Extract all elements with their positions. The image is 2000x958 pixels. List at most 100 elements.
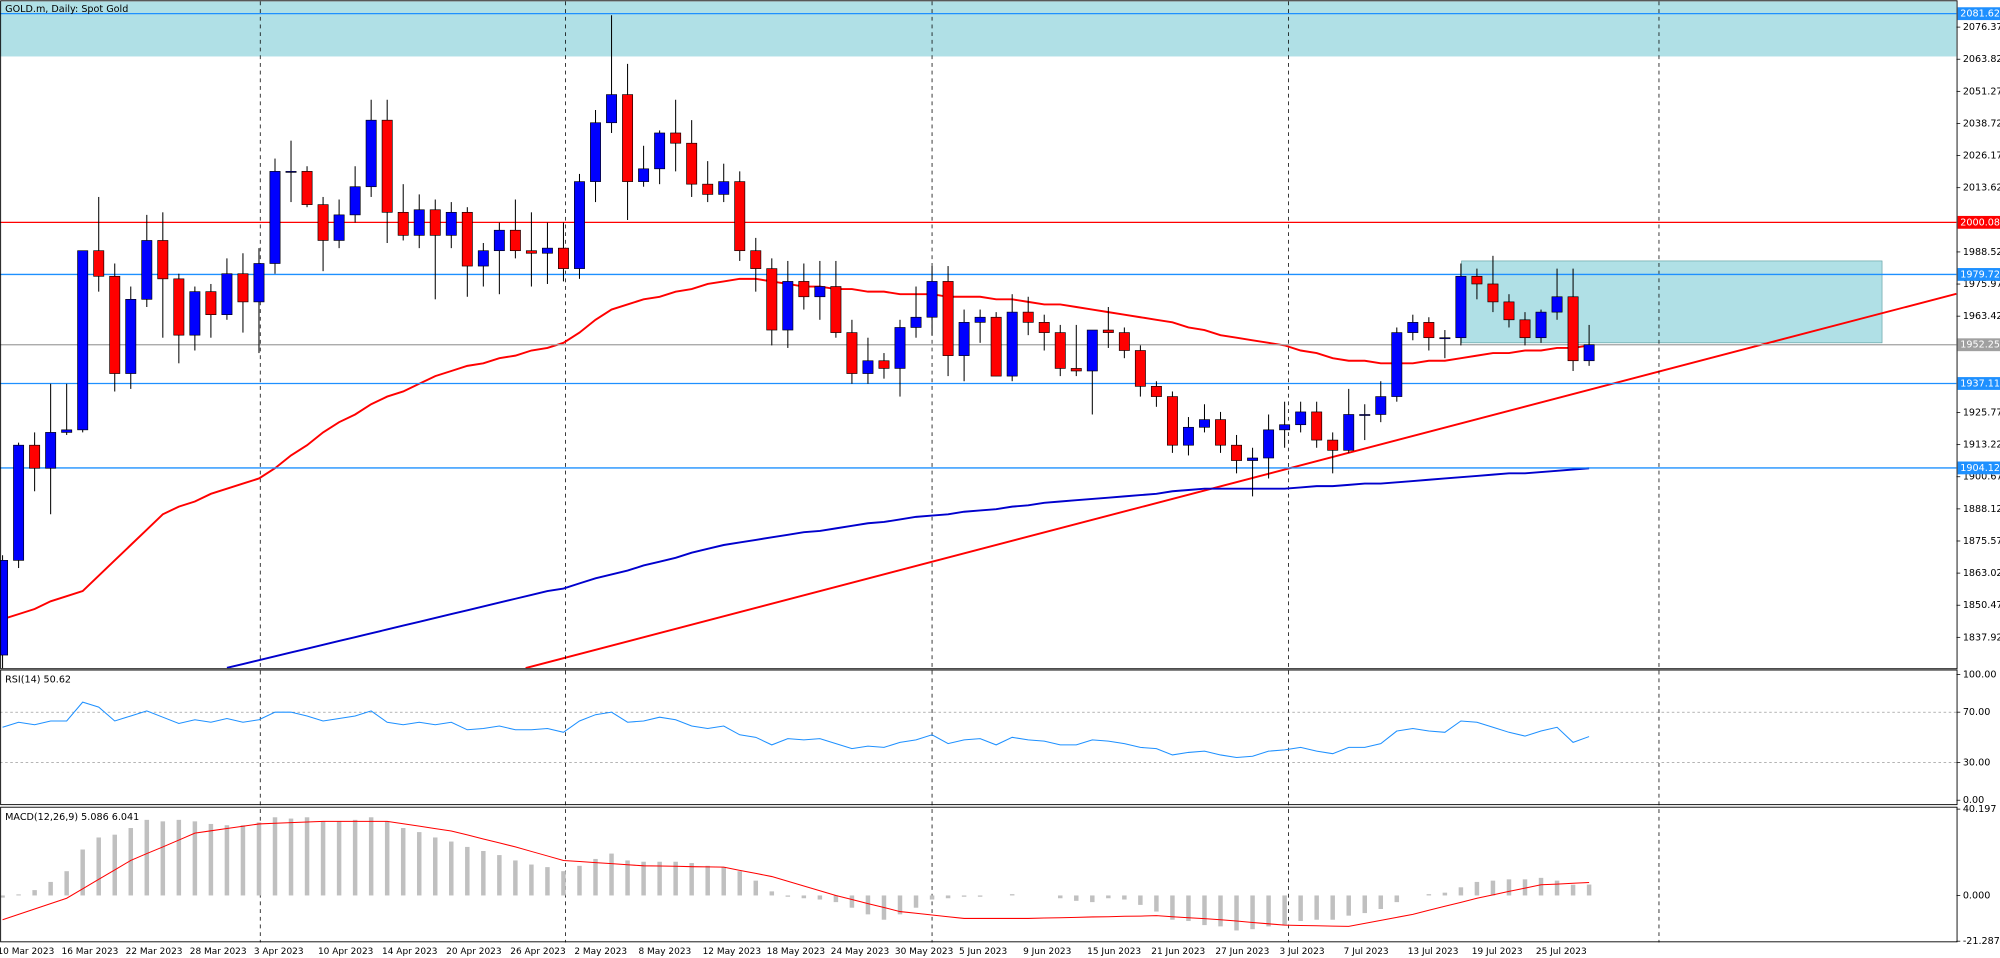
candle-body xyxy=(1150,386,1162,397)
candle-body xyxy=(157,240,169,280)
candle-body xyxy=(1583,344,1595,362)
histogram-bar xyxy=(1346,895,1351,916)
histogram-bar xyxy=(1522,879,1528,896)
candle-body xyxy=(622,94,634,182)
frames xyxy=(0,0,1958,943)
histogram-bar xyxy=(721,867,726,896)
histogram-bar xyxy=(1458,887,1464,896)
candle-body xyxy=(1199,419,1210,428)
candle-body xyxy=(1391,332,1403,397)
histogram-bar xyxy=(1234,895,1239,931)
candle-body xyxy=(942,281,954,356)
candle-body xyxy=(317,204,329,241)
candle-body xyxy=(93,250,105,277)
candle-body xyxy=(1134,350,1146,387)
x-tick-label: 5 Jun 2023 xyxy=(959,947,1007,957)
candle-body xyxy=(1038,322,1050,333)
candle-body xyxy=(974,316,986,323)
candle-body xyxy=(1231,444,1242,461)
candle-body xyxy=(766,268,778,331)
histogram-bar xyxy=(737,871,742,896)
level-label: 2081.62 xyxy=(1960,9,2000,20)
y-tick-label: 1963.42 xyxy=(1963,311,2000,322)
candle-body xyxy=(1343,414,1355,451)
candle-body xyxy=(798,281,810,298)
candle-body xyxy=(1086,329,1098,372)
x-tick-label: 27 Jun 2023 xyxy=(1215,947,1269,957)
y-tick-label: 1988.52 xyxy=(1963,247,2000,258)
histogram-bar xyxy=(817,895,823,900)
candle-body xyxy=(45,432,57,469)
candle-body xyxy=(461,211,473,267)
level-tag xyxy=(1957,7,2000,21)
candle-body xyxy=(862,360,874,374)
candle-body xyxy=(397,211,409,236)
candle-body xyxy=(29,444,41,469)
candle-body xyxy=(253,263,265,303)
y-tick-label: 2038.72 xyxy=(1963,118,2000,129)
histogram-bar xyxy=(1009,894,1015,896)
histogram-bar xyxy=(1138,895,1143,905)
candle-body xyxy=(1215,419,1226,446)
y-tick-label: 1875.57 xyxy=(1963,536,2000,547)
trend-line xyxy=(525,292,1957,669)
candle-body xyxy=(894,327,906,369)
candle-body xyxy=(173,278,185,336)
histogram-bar xyxy=(1506,879,1512,896)
candle-body xyxy=(285,171,297,173)
x-tick-label: 28 Mar 2023 xyxy=(190,947,247,957)
histogram-bar xyxy=(384,821,390,896)
candle-body xyxy=(702,183,714,195)
candle-body xyxy=(1247,457,1259,461)
candle-body xyxy=(590,122,601,182)
macd-title: MACD(12,26,9) 5.086 6.041 xyxy=(5,812,139,823)
y-tick-label: 2013.62 xyxy=(1963,183,2000,194)
candle-body xyxy=(13,444,25,561)
y-tick-label: 2063.82 xyxy=(1963,54,2000,65)
x-tick-label: 15 Jun 2023 xyxy=(1087,947,1141,957)
x-tick-label: 10 Apr 2023 xyxy=(318,947,373,957)
histogram-bar xyxy=(1538,877,1544,896)
histogram-bar xyxy=(48,881,53,896)
histogram-bar xyxy=(176,819,182,896)
y-tick-label: 70.00 xyxy=(1963,707,1991,718)
candle-body xyxy=(1375,396,1387,415)
histogram-bar xyxy=(769,891,775,896)
candle-body xyxy=(61,429,73,433)
level-tag xyxy=(1957,461,2000,475)
x-tick-label: 20 Apr 2023 xyxy=(446,947,501,957)
candle-body xyxy=(1423,322,1435,339)
macd-frame xyxy=(0,806,1958,943)
candle-body xyxy=(574,181,585,269)
histogram-bar xyxy=(849,895,855,908)
histogram-bar xyxy=(192,821,198,896)
histogram-bar xyxy=(865,895,871,915)
candle-body xyxy=(606,94,617,124)
histogram-bar xyxy=(705,865,710,896)
candle-body xyxy=(830,286,842,333)
histogram-bar xyxy=(1186,895,1191,922)
candle-body xyxy=(525,250,537,254)
candle-body xyxy=(1311,411,1323,441)
x-tick-label: 3 Jul 2023 xyxy=(1279,947,1324,957)
candle-body xyxy=(878,360,890,369)
histogram-bar xyxy=(0,895,5,898)
histogram-bar xyxy=(96,837,101,896)
histogram-bar xyxy=(961,895,967,897)
candle-body xyxy=(237,273,249,303)
candle-body xyxy=(670,132,682,144)
x-tick-label: 14 Apr 2023 xyxy=(382,947,437,957)
candle-body xyxy=(1407,322,1419,333)
candle-body xyxy=(77,250,89,431)
y-tick-label: 1837.92 xyxy=(1963,632,2000,643)
candle-body xyxy=(349,186,361,216)
rsi-value: 50.62 xyxy=(44,675,72,686)
candle-body xyxy=(814,286,826,298)
x-tick-label: 8 May 2023 xyxy=(638,947,691,957)
candle-body xyxy=(269,171,281,264)
candle-body xyxy=(558,247,569,269)
candle-body xyxy=(1006,311,1018,377)
x-tick-label: 16 Mar 2023 xyxy=(62,947,119,957)
